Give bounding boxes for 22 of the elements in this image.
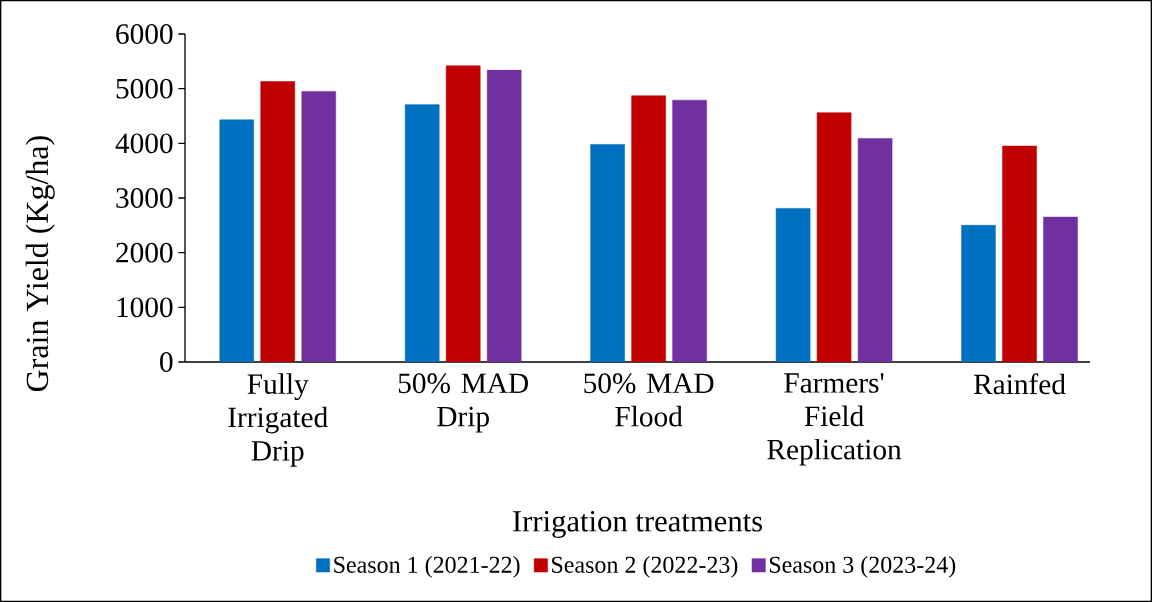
x-tick-label: Farmers' Field Replication xyxy=(767,373,902,466)
bar xyxy=(301,91,336,362)
bar xyxy=(672,99,707,362)
y-tick-label: 1000 xyxy=(117,297,173,318)
legend-label: Season 2 (2022-23) xyxy=(552,556,738,578)
x-axis-title: Irrigation treatments xyxy=(513,511,763,538)
y-tick-label: 2000 xyxy=(116,242,173,263)
bar xyxy=(1043,216,1078,362)
y-tick-label: 6000 xyxy=(116,24,173,44)
y-axis-title: Grain Yield (Kg/ha) xyxy=(25,136,55,392)
bar xyxy=(857,138,893,362)
x-tick-label: Fully Irrigated Drip xyxy=(228,373,328,467)
bar xyxy=(486,69,522,362)
legend-label: Season 1 (2021-22) xyxy=(334,556,520,578)
legend-label: Season 3 (2023-24) xyxy=(769,556,956,578)
x-tick-label: Rainfed xyxy=(973,373,1066,395)
x-tick-label: 50% MAD Flood xyxy=(584,373,714,427)
x-tick-label: 50% MAD Drip xyxy=(398,373,528,433)
y-tick-label: 4000 xyxy=(115,133,173,154)
y-tick-label: 0 xyxy=(160,352,173,372)
y-tick-label: 5000 xyxy=(116,78,173,99)
y-tick-label: 3000 xyxy=(116,188,173,208)
